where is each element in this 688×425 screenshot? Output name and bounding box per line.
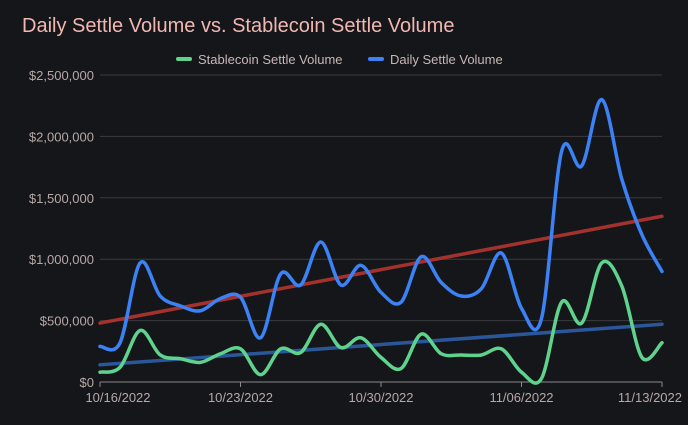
- y-tick-label: $2,500,000: [29, 68, 94, 83]
- stablecoin-volume-line: [98, 259, 664, 385]
- x-tick-label: 11/13/2022: [618, 390, 682, 405]
- y-tick-label: $2,000,000: [29, 129, 94, 144]
- chart-title: Daily Settle Volume vs. Stablecoin Settl…: [22, 15, 455, 37]
- y-tick-label: $500,000: [40, 314, 94, 329]
- x-tick-label: 11/06/2022: [489, 390, 553, 405]
- trendline: [98, 214, 664, 325]
- y-tick-label: $1,000,000: [29, 252, 94, 267]
- x-tick-label: 10/23/2022: [208, 390, 273, 405]
- legend-label: Daily Settle Volume: [390, 52, 503, 67]
- y-tick-label: $1,500,000: [29, 191, 94, 206]
- trendline: [98, 322, 664, 367]
- x-tick-label: 10/30/2022: [348, 390, 413, 405]
- x-tick-label: 10/16/2022: [85, 390, 150, 405]
- daily-volume-line: [98, 97, 664, 352]
- y-tick-label: $0: [80, 375, 94, 390]
- legend-label: Stablecoin Settle Volume: [198, 52, 343, 67]
